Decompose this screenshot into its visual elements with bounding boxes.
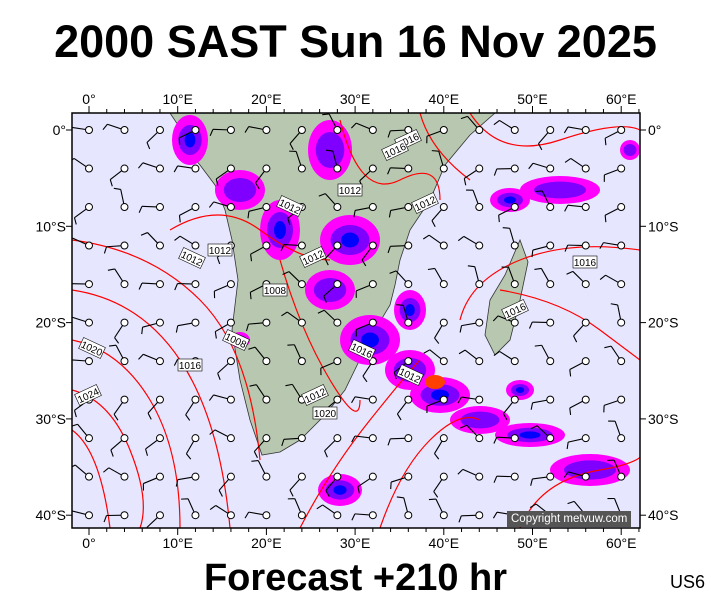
lat-tick-label-right: 0°	[648, 122, 661, 138]
lon-tick-label-bottom: 40°E	[429, 535, 460, 551]
lon-tick-label-bottom: 60°E	[606, 535, 637, 551]
lon-tick-label-top: 60°E	[606, 91, 637, 107]
svg-text:1012: 1012	[339, 186, 362, 197]
lon-tick-label-bottom: 20°E	[251, 535, 282, 551]
lon-tick-label-bottom: 10°E	[162, 535, 193, 551]
lat-tick-label-right: 10°S	[648, 218, 679, 234]
rain-area	[405, 304, 415, 316]
forecast-label: Forecast +210 hr	[0, 555, 711, 601]
isobar-label: 1012	[208, 244, 232, 257]
lat-tick-label-left: 30°S	[35, 411, 66, 427]
rain-area	[316, 132, 345, 168]
rain-area	[224, 178, 257, 202]
lon-tick-label-top: 40°E	[429, 91, 460, 107]
rain-area	[341, 233, 359, 248]
lon-tick-label-top: 50°E	[517, 91, 548, 107]
rain-area	[624, 144, 637, 156]
isobar-label: 1012	[338, 184, 362, 197]
heavy-rain-area	[425, 375, 445, 389]
svg-text:1020: 1020	[314, 409, 337, 420]
model-code: US6	[670, 572, 705, 593]
lon-tick-label-top: 0°	[82, 91, 95, 107]
copyright-label: Copyright metvuw.com	[507, 511, 631, 527]
isobar-label: 1008	[263, 284, 287, 297]
rain-area	[520, 431, 541, 438]
rain-area	[516, 387, 524, 393]
lon-tick-label-bottom: 50°E	[517, 535, 548, 551]
lat-tick-label-right: 40°S	[648, 507, 679, 523]
lat-tick-label-left: 40°S	[35, 507, 66, 523]
lon-tick-label-top: 10°E	[162, 91, 193, 107]
lon-tick-label-bottom: 0°	[82, 535, 95, 551]
isobar-label: 1016	[178, 359, 202, 372]
lon-tick-label-bottom: 30°E	[340, 535, 371, 551]
lon-tick-label-top: 20°E	[251, 91, 282, 107]
rain-area	[564, 460, 616, 479]
isobar-label: 1016	[573, 256, 597, 269]
svg-text:1008: 1008	[264, 286, 287, 297]
isobar-label: 1020	[313, 407, 337, 420]
rain-area	[333, 485, 346, 495]
svg-text:1016: 1016	[574, 258, 597, 269]
rain-area	[534, 182, 586, 199]
rain-area	[274, 221, 286, 239]
svg-text:1012: 1012	[209, 246, 232, 257]
svg-text:1016: 1016	[179, 361, 202, 372]
lat-tick-label-right: 20°S	[648, 315, 679, 331]
lat-tick-label-left: 20°S	[35, 315, 66, 331]
lat-tick-label-right: 30°S	[648, 411, 679, 427]
lon-tick-label-top: 30°E	[340, 91, 371, 107]
lat-tick-label-left: 0°	[53, 122, 66, 138]
lat-tick-label-left: 10°S	[35, 218, 66, 234]
rain-area	[504, 196, 516, 203]
